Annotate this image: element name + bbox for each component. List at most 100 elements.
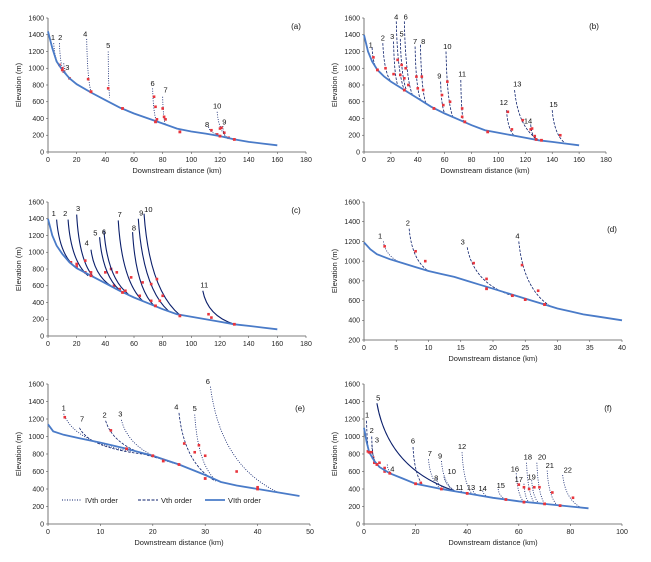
main-stem-profile: [363, 241, 623, 322]
knickpoint-marker: [460, 115, 464, 119]
knickpoint-marker: [124, 289, 127, 293]
tributary-label-2: 2: [370, 426, 374, 435]
y-tick-label: 1000: [28, 434, 44, 441]
tributary-label-9: 9: [222, 117, 226, 126]
tributary-label-2: 2: [406, 219, 410, 228]
x-tick-label: 120: [214, 157, 226, 164]
main-knickpoint-marker: [178, 130, 182, 134]
knickpoint-marker: [61, 66, 64, 70]
x-tick-label: 0: [362, 157, 366, 164]
tributary-label-22: 22: [564, 465, 572, 474]
main-knickpoint-marker: [375, 463, 379, 466]
y-tick-label: 1200: [344, 416, 360, 423]
main-knickpoint-marker: [125, 447, 128, 451]
knickpoint-marker: [207, 312, 210, 316]
y-tick-label: 1200: [28, 49, 44, 56]
tributary-profile-13: [514, 89, 539, 141]
tributary-label-8: 8: [205, 120, 209, 129]
main-knickpoint-marker: [256, 487, 259, 491]
x-tick-label: 20: [412, 529, 420, 536]
x-tick-label: 60: [130, 341, 138, 348]
panel-a: 0 200 400 600 800 1000 1200 1400 1600 0 20 40 60 80 10…: [14, 15, 312, 175]
x-tick-label: 40: [618, 345, 626, 352]
y-tick-label: 200: [32, 317, 44, 324]
x-tick-label: 80: [468, 157, 476, 164]
tributary-label-6: 6: [411, 437, 415, 446]
y-tick-label: 400: [32, 486, 44, 493]
knickpoint-marker: [558, 133, 562, 137]
y-tick-label: 1400: [28, 32, 44, 39]
main-knickpoint-marker: [540, 138, 543, 142]
x-tick-label: 0: [46, 157, 50, 164]
main-stem-profile: [363, 427, 589, 510]
main-knickpoint-marker: [121, 291, 124, 294]
y-tick-label: 1600: [344, 381, 360, 388]
y-tick-label: 800: [32, 82, 44, 89]
knickpoint-marker: [106, 87, 110, 90]
x-tick-label: 40: [254, 529, 262, 536]
tributary-label-3: 3: [76, 204, 80, 213]
tributary-label-11: 11: [200, 280, 208, 289]
tributary-profile-9: [440, 81, 446, 114]
legend-vth-label: Vth order: [161, 496, 192, 505]
knickpoint-marker: [571, 496, 575, 500]
x-tick-label: 35: [586, 345, 594, 352]
x-tick-label: 20: [149, 529, 157, 536]
tributary-label-3: 3: [65, 63, 69, 72]
tributary-label-5: 5: [400, 29, 404, 38]
main-knickpoint-marker: [178, 314, 182, 318]
tributary-label-20: 20: [538, 452, 546, 461]
main-knickpoint-marker: [367, 450, 371, 454]
y-tick-label: 1000: [344, 434, 360, 441]
main-knickpoint-marker: [485, 287, 488, 291]
tributary-label-1: 1: [369, 40, 373, 49]
tributary-label-13: 13: [467, 483, 475, 492]
knickpoint-marker: [440, 93, 444, 97]
tributary-profile-7: [414, 46, 421, 101]
tributary-label-10: 10: [144, 205, 152, 214]
tributary-profile-12: [506, 110, 515, 137]
tributary-label-5: 5: [376, 394, 380, 403]
x-tick-label: 20: [387, 157, 395, 164]
main-knickpoint-marker: [154, 120, 157, 124]
knickpoint-marker: [75, 262, 78, 266]
knickpoint-marker: [510, 128, 514, 131]
main-knickpoint-marker: [414, 482, 417, 486]
main-knickpoint-marker: [177, 463, 181, 466]
x-tick-label: 60: [441, 157, 449, 164]
y-tick-label: 400: [32, 116, 44, 123]
x-tick-label: 120: [519, 157, 531, 164]
y-tick-label: 200: [348, 337, 360, 344]
tributary-label-13: 13: [513, 80, 521, 89]
y-tick-label: 600: [348, 99, 360, 106]
knickpoint-marker: [75, 265, 78, 268]
legend: IVth order Vth order VIth order: [62, 496, 261, 505]
x-tick-label: 100: [616, 529, 628, 536]
x-tick-label: 40: [463, 529, 471, 536]
tributary-profile-2: [408, 228, 429, 272]
x-tick-label: 120: [214, 341, 226, 348]
y-tick-label: 800: [348, 451, 360, 458]
knickpoint-marker: [485, 277, 488, 281]
tributary-label-10: 10: [213, 101, 221, 110]
knickpoint-marker: [203, 454, 207, 458]
tributary-profile-18: [526, 462, 535, 504]
panel-label: (e): [295, 404, 305, 413]
tributary-profile-8: [420, 44, 427, 104]
main-knickpoint-marker: [151, 454, 155, 458]
tributary-label-4: 4: [515, 231, 519, 240]
knickpoint-marker: [115, 271, 119, 274]
x-tick-label: 80: [567, 529, 575, 536]
knickpoint-marker: [416, 87, 420, 90]
panel-label: (b): [589, 22, 599, 31]
main-knickpoint-marker: [388, 471, 392, 475]
legend-ivth-label: IVth order: [85, 496, 118, 505]
knickpoint-marker: [396, 58, 399, 62]
tributary-label-7: 7: [428, 449, 432, 458]
tributary-label-7: 7: [118, 210, 122, 219]
y-tick-label: 200: [32, 133, 44, 140]
knickpoint-marker: [161, 107, 164, 110]
tributary-label-4: 4: [394, 13, 398, 22]
tributary-profile-5: [107, 51, 111, 98]
x-tick-label: 160: [271, 341, 283, 348]
